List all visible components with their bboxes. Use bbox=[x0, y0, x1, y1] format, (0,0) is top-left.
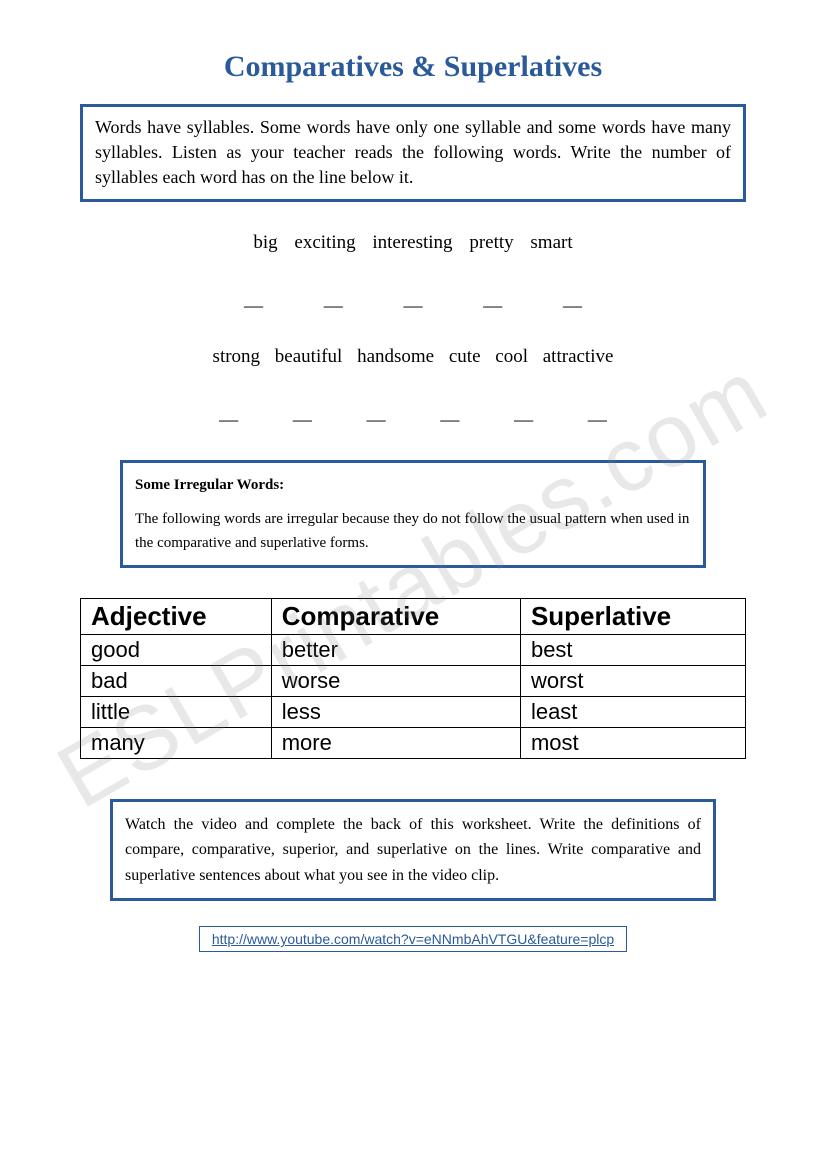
table-cell: worse bbox=[271, 665, 520, 696]
blank-line[interactable]: __ bbox=[244, 289, 263, 311]
table-cell: better bbox=[271, 634, 520, 665]
table-row: little less least bbox=[81, 696, 746, 727]
blank-line[interactable]: __ bbox=[483, 289, 502, 311]
table-cell: many bbox=[81, 727, 272, 758]
blank-line[interactable]: __ bbox=[367, 403, 386, 425]
blank-line[interactable]: __ bbox=[293, 403, 312, 425]
word-item: interesting bbox=[372, 232, 452, 253]
word-item: attractive bbox=[543, 346, 614, 367]
table-row: good better best bbox=[81, 634, 746, 665]
table-row: many more most bbox=[81, 727, 746, 758]
irregular-text: The following words are irregular becaus… bbox=[135, 507, 691, 555]
video-instruction-box: Watch the video and complete the back of… bbox=[110, 799, 716, 902]
table-header: Superlative bbox=[520, 598, 745, 634]
table-row: bad worse worst bbox=[81, 665, 746, 696]
irregular-heading: Some Irregular Words: bbox=[135, 473, 691, 497]
word-row-2: strong beautiful handsome cute cool attr… bbox=[80, 346, 746, 368]
blank-row-1: __ __ __ __ __ bbox=[80, 289, 746, 311]
page-title: Comparatives & Superlatives bbox=[80, 50, 746, 84]
table-cell: most bbox=[520, 727, 745, 758]
instruction-box-syllables: Words have syllables. Some words have on… bbox=[80, 104, 746, 202]
url-link-box[interactable]: http://www.youtube.com/watch?v=eNNmbAhVT… bbox=[199, 926, 627, 952]
word-item: exciting bbox=[294, 232, 355, 253]
word-item: pretty bbox=[469, 232, 513, 253]
blank-row-2: __ __ __ __ __ __ bbox=[80, 403, 746, 425]
blank-line[interactable]: __ bbox=[563, 289, 582, 311]
table-cell: good bbox=[81, 634, 272, 665]
blank-line[interactable]: __ bbox=[440, 403, 459, 425]
word-item: strong bbox=[213, 346, 261, 367]
word-item: cool bbox=[495, 346, 528, 367]
table-header: Adjective bbox=[81, 598, 272, 634]
word-item: big bbox=[253, 232, 277, 253]
table-cell: worst bbox=[520, 665, 745, 696]
blank-line[interactable]: __ bbox=[514, 403, 533, 425]
table-cell: bad bbox=[81, 665, 272, 696]
table-cell: least bbox=[520, 696, 745, 727]
table-header-row: Adjective Comparative Superlative bbox=[81, 598, 746, 634]
table-cell: less bbox=[271, 696, 520, 727]
word-item: handsome bbox=[357, 346, 434, 367]
word-row-1: big exciting interesting pretty smart bbox=[80, 232, 746, 254]
table-cell: best bbox=[520, 634, 745, 665]
table-cell: more bbox=[271, 727, 520, 758]
irregular-table: Adjective Comparative Superlative good b… bbox=[80, 598, 746, 759]
word-item: beautiful bbox=[275, 346, 343, 367]
word-item: smart bbox=[530, 232, 572, 253]
blank-line[interactable]: __ bbox=[404, 289, 423, 311]
irregular-words-box: Some Irregular Words: The following word… bbox=[120, 460, 706, 568]
blank-line[interactable]: __ bbox=[324, 289, 343, 311]
blank-line[interactable]: __ bbox=[588, 403, 607, 425]
table-cell: little bbox=[81, 696, 272, 727]
word-item: cute bbox=[449, 346, 481, 367]
blank-line[interactable]: __ bbox=[219, 403, 238, 425]
table-header: Comparative bbox=[271, 598, 520, 634]
